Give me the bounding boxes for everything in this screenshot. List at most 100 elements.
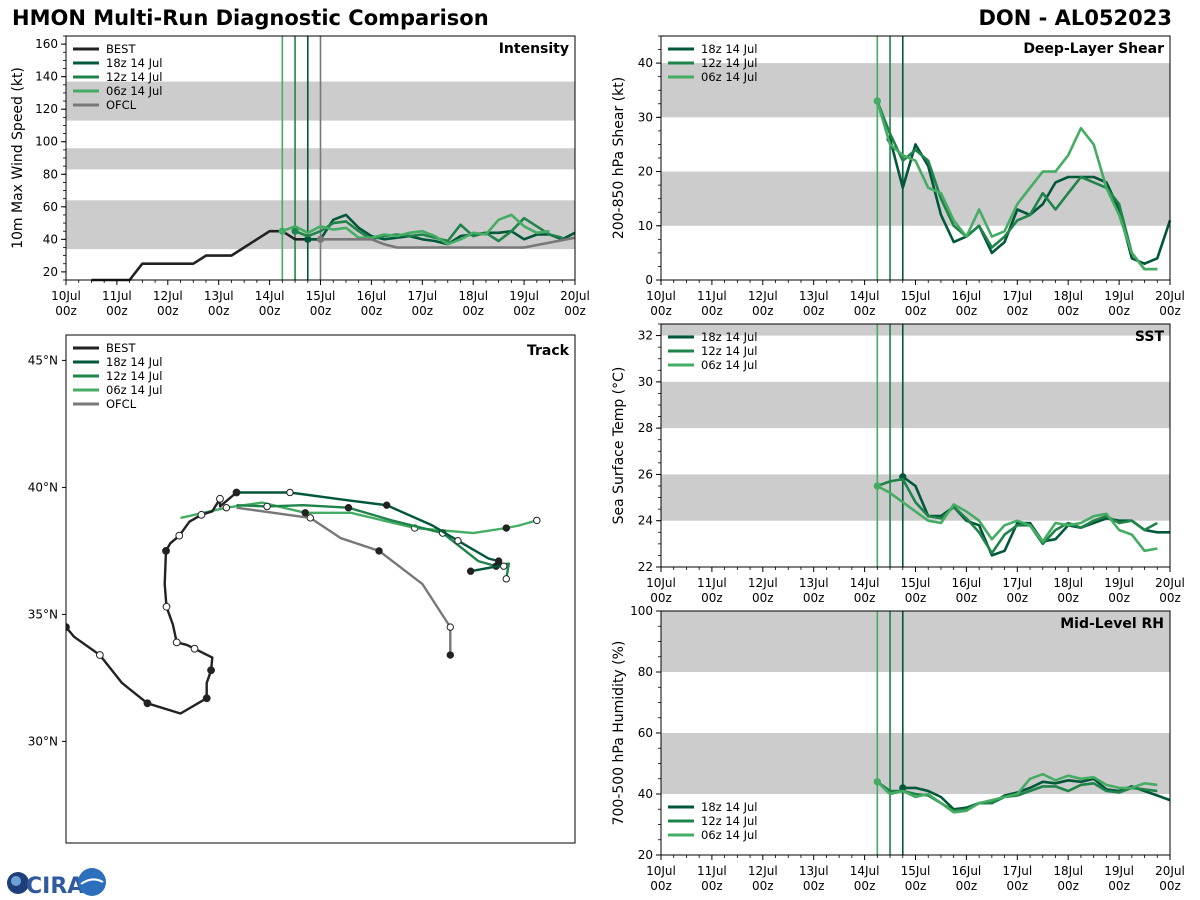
legend-label: 06z 14 Jul [106, 383, 163, 397]
x-tick-label-hour: 00z [905, 879, 927, 893]
y-tick-label: 40°N [28, 480, 58, 494]
track-point-marker [95, 651, 104, 659]
track-plot-area [66, 488, 541, 715]
track-point-marker [202, 694, 211, 703]
x-tick-label-day: 18Jul [1053, 289, 1083, 303]
x-tick-label-hour: 00z [1057, 879, 1079, 893]
y-tick-label: 24 [638, 514, 653, 528]
legend-label: BEST [106, 341, 136, 355]
x-tick-label-day: 16Jul [357, 289, 387, 303]
track-point-marker [162, 602, 171, 611]
track-point-marker [232, 488, 241, 497]
x-tick-label-hour: 00z [1159, 304, 1181, 318]
x-tick-label-day: 14Jul [850, 576, 880, 590]
y-tick-label: 100 [35, 135, 58, 149]
series-start-marker [873, 482, 881, 490]
track-point-marker [263, 502, 271, 511]
storm-id-title: DON - AL052023 [978, 6, 1172, 30]
x-tick-label-day: 16Jul [952, 576, 982, 590]
x-tick-label-hour: 00z [701, 591, 723, 605]
series-line-06z-14-jul [876, 772, 1158, 814]
x-tick-label-hour: 00z [803, 304, 825, 318]
legend-label: 12z 14 Jul [701, 814, 758, 828]
y-axis-label: 700-500 hPa Humidity (%) [611, 641, 627, 826]
legend-label: 18z 14 Jul [701, 42, 758, 56]
track-point-marker [301, 509, 309, 517]
x-tick-label-day: 12Jul [748, 864, 778, 878]
chart-sst: 22242628303210Jul00z11Jul00z12Jul00z13Ju… [611, 323, 1185, 605]
series-line-06z-14-jul [876, 484, 1158, 553]
x-tick-label-hour: 00z [1057, 591, 1079, 605]
x-tick-label-hour: 00z [1007, 879, 1029, 893]
series-start-marker [278, 227, 286, 235]
legend-label: 12z 14 Jul [106, 369, 163, 383]
legend-label: 06z 14 Jul [701, 828, 758, 842]
track-point-marker [286, 488, 294, 497]
x-tick-label-day: 15Jul [901, 289, 931, 303]
chart-intensity: 2040608010012014016010Jul00z11Jul00z12Ju… [10, 35, 590, 318]
y-tick-label: 30 [638, 375, 653, 389]
track-point-marker [306, 514, 315, 522]
x-tick-label-day: 11Jul [697, 576, 727, 590]
y-tick-label: 40 [638, 787, 653, 801]
x-tick-label-day: 19Jul [509, 289, 539, 303]
x-tick-label-hour: 00z [1108, 304, 1130, 318]
shaded-band [661, 63, 1170, 118]
series-line-ofcl [320, 236, 576, 249]
y-tick-label: 80 [638, 665, 653, 679]
x-tick-label-hour: 00z [650, 879, 672, 893]
x-tick-label-day: 20Jul [560, 289, 590, 303]
page-title: HMON Multi-Run Diagnostic Comparison [12, 6, 489, 30]
y-axis-label: Sea Surface Temp (°C) [611, 367, 627, 525]
x-tick-label-day: 18Jul [458, 289, 488, 303]
track-line-12z-14-jul [236, 504, 510, 579]
y-tick-label: 120 [35, 102, 58, 116]
x-tick-label-hour: 00z [1007, 304, 1029, 318]
x-tick-label-hour: 00z [956, 591, 978, 605]
y-axis-label: 10m Max Wind Speed (kt) [10, 67, 26, 249]
track-point-marker [197, 510, 206, 519]
panel-title: Mid-Level RH [1060, 616, 1164, 632]
series-start-marker [316, 235, 325, 243]
x-tick-label-day: 19Jul [1104, 576, 1134, 590]
series-line-12z-14-jul [876, 100, 1158, 271]
shaded-band [661, 171, 1170, 226]
x-tick-label-hour: 00z [854, 304, 876, 318]
track-point-marker [175, 531, 184, 540]
track-point-marker [533, 516, 541, 525]
x-tick-label-day: 14Jul [850, 289, 880, 303]
x-tick-label-day: 10Jul [51, 289, 81, 303]
y-tick-label: 60 [638, 726, 653, 740]
x-tick-label-hour: 00z [157, 304, 179, 318]
x-tick-label-hour: 00z [412, 304, 434, 318]
x-tick-label-day: 17Jul [1002, 576, 1032, 590]
x-tick-label-hour: 00z [361, 304, 383, 318]
x-tick-label-hour: 00z [854, 879, 876, 893]
track-line-best [66, 491, 238, 715]
shaded-band [661, 611, 1170, 672]
x-tick-label-hour: 00z [106, 304, 128, 318]
x-tick-label-day: 19Jul [1104, 289, 1134, 303]
y-tick-label: 40 [43, 232, 58, 246]
x-tick-label-day: 17Jul [1002, 289, 1032, 303]
y-tick-label: 32 [638, 329, 653, 343]
x-tick-label-day: 15Jul [306, 289, 336, 303]
y-tick-label: 160 [35, 37, 58, 51]
x-tick-label-hour: 00z [1057, 304, 1079, 318]
x-tick-label-hour: 00z [310, 304, 332, 318]
y-tick-label: 45°N [28, 353, 58, 367]
x-tick-label-day: 10Jul [646, 864, 676, 878]
x-tick-label-hour: 00z [1007, 591, 1029, 605]
legend-label: OFCL [106, 98, 137, 112]
x-tick-label-day: 11Jul [697, 289, 727, 303]
y-tick-label: 30 [638, 110, 653, 124]
x-tick-label-hour: 00z [803, 591, 825, 605]
x-tick-label-hour: 00z [1108, 591, 1130, 605]
legend-label: 18z 14 Jul [701, 800, 758, 814]
panel-title: Intensity [499, 41, 569, 57]
x-tick-label-day: 15Jul [901, 864, 931, 878]
x-tick-label-hour: 00z [956, 879, 978, 893]
track-point-marker [446, 651, 454, 659]
series-line-12z-14-jul [294, 216, 563, 243]
